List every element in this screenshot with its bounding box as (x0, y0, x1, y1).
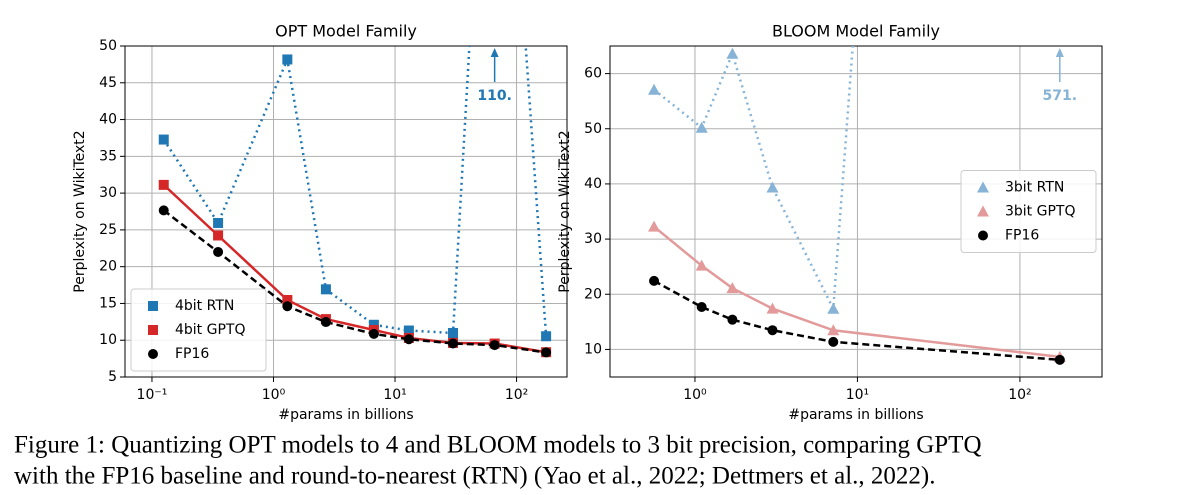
plot-frame (609, 45, 1103, 378)
value-label: 110. (477, 88, 512, 104)
x-tick-label: 10⁻¹ (137, 387, 168, 403)
value-label: 571. (1043, 88, 1078, 104)
y-tick-label: 25 (99, 222, 117, 238)
marker (541, 347, 552, 358)
x-tick-label: 10² (1008, 387, 1031, 403)
marker (213, 230, 224, 241)
marker (148, 325, 158, 335)
marker (158, 134, 169, 145)
y-tick-label: 20 (99, 259, 117, 275)
marker (541, 331, 552, 342)
marker (320, 284, 331, 295)
marker (213, 246, 224, 257)
marker (148, 349, 158, 359)
marker (977, 181, 989, 193)
y-tick-label: 35 (99, 148, 117, 164)
chart-title: OPT Model Family (275, 22, 417, 41)
marker (448, 338, 459, 349)
series-line (162, 46, 548, 337)
legend: 3bit RTN 3bit GPTQ FP16 (960, 170, 1097, 253)
marker (213, 217, 224, 228)
marker (148, 301, 158, 311)
marker (977, 205, 989, 217)
x-tick-label: 10⁰ (683, 387, 707, 403)
chart: 10 20 30 40 50 60 10⁰ 10¹ 10² BLOOM Model Family #… (557, 22, 1103, 423)
marker (282, 301, 293, 312)
y-tick-label: 10 (99, 332, 117, 348)
y-tick-label: 50 (99, 38, 117, 54)
y-axis-label: Perplexity on WikiText2 (72, 130, 88, 292)
y-tick-label: 40 (99, 112, 117, 128)
marker (448, 328, 459, 339)
marker (158, 179, 169, 190)
marker (828, 336, 839, 347)
marker (158, 205, 169, 216)
plot-area (158, 46, 552, 358)
caption-line: Figure 1: Quantizing OPT models to 4 and… (14, 432, 982, 459)
marker (696, 301, 707, 312)
legend-label: 3bit GPTQ (1005, 204, 1076, 220)
chart-title: BLOOM Model Family (772, 22, 940, 41)
y-tick-label: 40 (584, 176, 602, 192)
marker (282, 294, 293, 305)
y-tick-label: 15 (99, 295, 117, 311)
legend-box (130, 288, 267, 372)
x-axis-label: #params in billions (788, 407, 923, 423)
legend-label: FP16 (1005, 228, 1039, 244)
y-tick-label: 60 (584, 66, 602, 82)
plot-area (648, 46, 1066, 365)
x-tick-label: 10⁰ (262, 387, 286, 403)
x-tick-label: 10¹ (383, 387, 406, 403)
chart: 5 10 15 20 25 30 35 40 45 50 10⁻¹ 10⁰ 10¹ 10² OPT Mode… (72, 22, 568, 423)
series-line (653, 46, 855, 314)
marker (649, 275, 660, 286)
marker (403, 334, 414, 345)
marker (727, 314, 738, 325)
legend-label: 4bit RTN (175, 298, 234, 314)
legend-label: 4bit GPTQ (175, 322, 246, 338)
marker (695, 259, 708, 271)
legend: 4bit RTN 4bit GPTQ FP16 (130, 288, 267, 372)
x-tick-label: 10² (505, 387, 528, 403)
marker (320, 317, 331, 328)
series-line (653, 225, 1060, 359)
y-axis-label: Perplexity on WikiText2 (557, 130, 573, 292)
marker (766, 181, 779, 193)
annotation-arrowhead (490, 48, 499, 57)
marker (767, 325, 778, 336)
marker (648, 83, 661, 95)
marker (726, 47, 739, 59)
plot-frame (124, 45, 568, 378)
y-tick-label: 30 (584, 231, 602, 247)
caption-line: with the FP16 baseline and round-to-near… (14, 463, 935, 490)
marker (978, 230, 988, 241)
x-tick-label: 10¹ (846, 387, 869, 403)
y-tick-label: 10 (584, 341, 602, 357)
x-axis-label: #params in billions (278, 407, 413, 423)
marker (282, 54, 293, 65)
marker (766, 302, 779, 314)
marker (726, 282, 739, 294)
marker (489, 340, 500, 351)
annotation-arrowhead (1055, 48, 1064, 57)
marker (827, 324, 840, 336)
marker (403, 325, 414, 336)
y-tick-label: 45 (99, 75, 117, 91)
marker (648, 220, 661, 232)
marker (695, 121, 708, 133)
marker (1054, 354, 1065, 365)
y-tick-label: 50 (584, 121, 602, 137)
legend-label: FP16 (175, 346, 209, 362)
marker (368, 319, 379, 330)
marker (827, 302, 840, 314)
legend-box (960, 170, 1097, 253)
series-line (653, 279, 1060, 362)
legend-label: 3bit RTN (1005, 180, 1064, 196)
y-tick-label: 20 (584, 286, 602, 302)
y-tick-label: 5 (108, 369, 117, 385)
y-tick-label: 30 (99, 185, 117, 201)
marker (368, 328, 379, 339)
